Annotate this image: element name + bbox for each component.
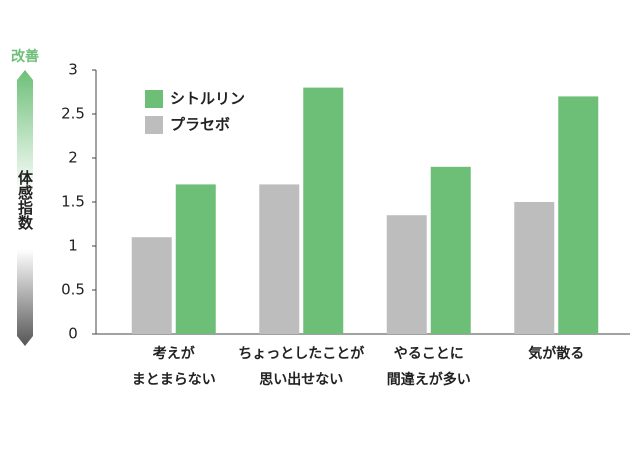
y-tick-label: 2	[68, 149, 78, 167]
bar	[131, 237, 172, 334]
y-axis-label: 体感指数	[16, 169, 34, 231]
legend-label: シトルリン	[170, 90, 245, 108]
y-tick-label: 1.5	[61, 193, 85, 211]
y-gradient-arrow	[17, 70, 33, 346]
y-top-label: 改善	[11, 48, 39, 65]
bar	[303, 87, 344, 334]
legend-swatch	[145, 90, 163, 108]
bar	[259, 184, 300, 334]
y-tick-label: 0.5	[61, 281, 85, 299]
y-tick-label: 2.5	[61, 105, 85, 123]
legend-label: プラセボ	[170, 116, 230, 134]
x-tick-label: 思い出せない	[259, 371, 343, 388]
x-tick-label: 考えが	[153, 345, 196, 362]
legend-swatch	[145, 116, 163, 134]
x-tick-label: まとまらない	[132, 372, 216, 388]
bar	[430, 166, 471, 334]
bar	[175, 184, 216, 334]
x-tick-label: 間違えが多い	[387, 371, 471, 388]
x-tick-label: ちょっとしたことが	[238, 345, 365, 362]
bar	[558, 96, 599, 335]
y-tick-label: 3	[68, 61, 78, 79]
x-tick-label: 気が散る	[528, 345, 584, 362]
y-tick-label: 0	[68, 325, 78, 343]
bar	[386, 215, 427, 334]
bar	[514, 202, 555, 334]
y-tick-label: 1	[68, 237, 78, 255]
x-tick-label: やることに	[394, 346, 464, 362]
